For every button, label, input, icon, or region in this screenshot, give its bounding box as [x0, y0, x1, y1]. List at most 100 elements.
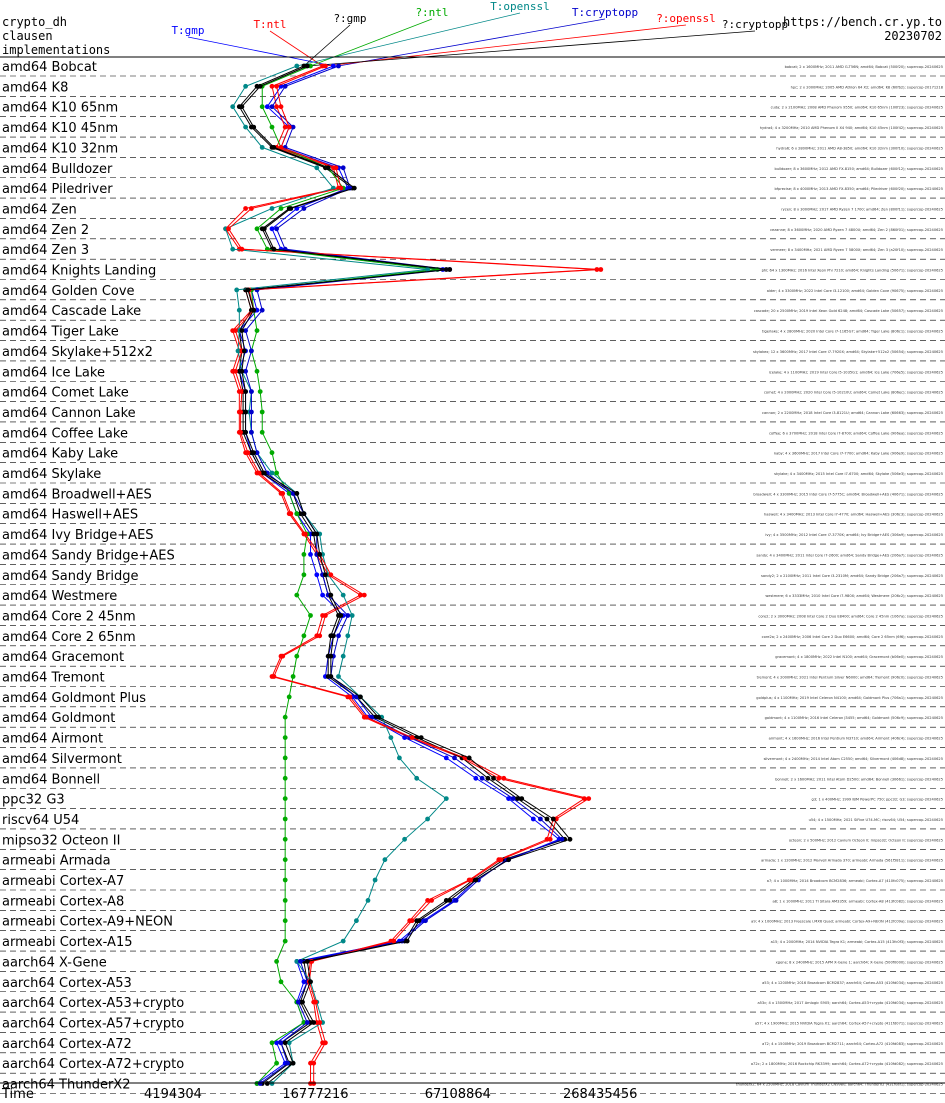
- row-note: g3; 1 x 400MHz; 1999 IBM PowerPC 750; pp…: [812, 798, 943, 802]
- data-point: [239, 389, 245, 394]
- data-point: [498, 857, 504, 863]
- row-note: a9; 4 x 1000MHz; 2013 Freescale i.MX6 Qu…: [751, 920, 943, 924]
- row-label: amd64 Airmont: [2, 732, 103, 747]
- data-point: [515, 796, 520, 801]
- data-point: [290, 674, 296, 679]
- data-point: [298, 959, 303, 964]
- data-point: [294, 491, 300, 496]
- data-point: [274, 959, 279, 964]
- data-point: [286, 124, 292, 130]
- data-point: [256, 470, 262, 476]
- row-label: amd64 Gracemont: [2, 650, 124, 665]
- legend-entry: ?:ntl: [415, 6, 448, 19]
- data-point: [354, 918, 359, 924]
- data-point: [239, 328, 245, 333]
- row-label: amd64 Kaby Lake: [2, 447, 118, 462]
- row-note: haswell; 4 x 3400MHz; 2013 Intel Core i7…: [764, 513, 943, 517]
- data-point: [452, 755, 457, 761]
- legend-entry: ?:cryptopp: [722, 18, 788, 31]
- data-point: [261, 226, 267, 232]
- data-point: [443, 796, 449, 801]
- data-point: [257, 83, 263, 89]
- data-point: [311, 1060, 317, 1066]
- row-note: phi; 64 x 1300MHz; 2016 Intel Xeon Phi 7…: [762, 269, 943, 273]
- data-point: [226, 226, 231, 232]
- data-point: [282, 938, 288, 944]
- row-note: armada; 1 x 1200MHz; 2012 Marvell Armada…: [761, 859, 943, 863]
- data-point: [314, 572, 320, 578]
- site-url[interactable]: https://bench.cr.yp.to: [783, 15, 942, 29]
- data-point: [269, 206, 275, 211]
- data-point: [447, 898, 453, 903]
- series-t-cryptopp: [243, 63, 565, 1086]
- legend-leader: [303, 24, 351, 67]
- row-note: skylakex; 12 x 3600MHz; 2017 Intel Core …: [753, 350, 943, 354]
- data-point: [382, 857, 388, 863]
- row-note: xgene; 8 x 2400MHz; 2015 APM X-Gene 1; a…: [776, 960, 943, 964]
- data-point: [317, 552, 323, 557]
- data-point: [245, 450, 251, 456]
- row-note: tigerlake; 4 x 2800MHz; 2020 Intel Core …: [762, 330, 943, 334]
- data-point: [235, 348, 241, 354]
- row-label: amd64 Tiger Lake: [2, 325, 119, 340]
- data-point: [282, 918, 288, 924]
- data-point: [473, 877, 479, 883]
- data-point: [317, 633, 323, 639]
- row-note: cuda; 2 x 2100MHz; 2008 AMD Phenom 9550;…: [771, 106, 943, 110]
- row-label: armeabi Armada: [2, 854, 111, 869]
- data-point: [397, 755, 402, 761]
- data-point: [586, 796, 592, 801]
- data-point: [328, 572, 334, 578]
- data-point: [282, 124, 288, 130]
- data-point: [567, 836, 573, 842]
- row-note: bfprecise; 8 x 4000MHz; 2013 AMD FX-8350…: [775, 187, 944, 191]
- data-point: [282, 755, 288, 761]
- data-point: [402, 836, 407, 842]
- data-point: [301, 511, 307, 517]
- data-point: [271, 145, 277, 150]
- data-point: [301, 979, 307, 985]
- data-point: [338, 185, 344, 191]
- row-note: silvermont; 4 x 2400MHz; 2014 Intel Atom…: [764, 757, 943, 761]
- data-point: [301, 572, 307, 578]
- data-point: [274, 83, 279, 89]
- row-label: aarch64 Cortex-A72: [2, 1037, 132, 1052]
- data-point: [238, 409, 244, 415]
- row-label: amd64 Zen: [2, 202, 77, 217]
- data-point: [358, 694, 363, 700]
- data-point: [282, 796, 288, 801]
- data-point: [336, 63, 341, 69]
- x-axis: Time 4194304 16777216 67108864 268435456: [1, 1087, 637, 1102]
- data-point: [259, 409, 265, 415]
- data-point: [282, 836, 288, 842]
- data-point: [254, 307, 260, 313]
- row-label: amd64 Goldmont Plus: [2, 691, 146, 706]
- data-point: [376, 714, 381, 720]
- data-point: [301, 633, 307, 639]
- row-label: amd64 Haswell+AES: [2, 508, 138, 523]
- data-point: [239, 246, 245, 252]
- data-point: [336, 633, 341, 639]
- series--openssl: [226, 63, 604, 1086]
- row-label: ppc32 G3: [2, 793, 65, 808]
- row-note: broadwell; 4 x 3300MHz; 2015 Intel Core …: [753, 492, 943, 496]
- row-label: amd64 Ivy Bridge+AES: [2, 528, 154, 543]
- row-note: kaby; 4 x 3600MHz; 2017 Intel Core i7-77…: [774, 452, 943, 456]
- data-point: [249, 389, 254, 394]
- data-point: [294, 592, 300, 598]
- data-point: [274, 1060, 279, 1066]
- legend-entry: T:cryptopp: [572, 6, 638, 19]
- data-point: [323, 63, 328, 69]
- legend-entry: ?:openssl: [656, 12, 716, 25]
- data-point: [402, 735, 407, 740]
- data-point: [443, 755, 449, 761]
- data-point: [274, 226, 279, 232]
- data-point: [496, 775, 502, 781]
- row-label: amd64 Core 2 45nm: [2, 609, 136, 624]
- row-label: aarch64 ThunderX2: [2, 1078, 130, 1093]
- legend-entry: T:ntl: [253, 18, 286, 31]
- data-point: [485, 775, 491, 781]
- row-label: aarch64 Cortex-A57+crypto: [2, 1016, 184, 1031]
- data-point: [544, 816, 550, 822]
- data-point: [278, 104, 284, 110]
